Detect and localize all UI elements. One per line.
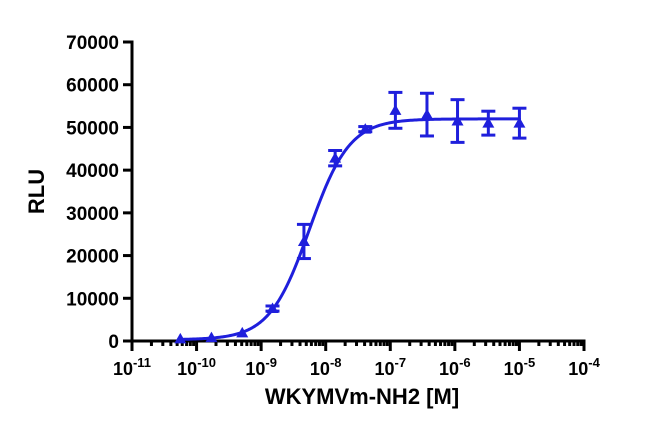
y-tick-label: 50000: [66, 118, 119, 139]
data-point-triangle: [329, 152, 342, 163]
x-tick-label: 10-6: [439, 355, 471, 379]
x-tick-label: 10-7: [374, 355, 406, 379]
y-tick-label: 20000: [66, 247, 119, 268]
data-point-triangle: [174, 332, 187, 344]
data-points: [174, 104, 526, 344]
fit-curve-group: [178, 117, 521, 341]
data-point-triangle: [297, 235, 310, 246]
data-point-triangle: [513, 117, 526, 128]
y-axis-ticks: 0 10000 20000 30000 40000 50000 60000 70000: [66, 33, 132, 353]
data-point-triangle: [420, 108, 433, 120]
y-tick-label: 40000: [66, 161, 119, 182]
data-point-triangle: [482, 117, 495, 128]
x-tick-label: 10-11: [113, 355, 151, 379]
fit-curve: [178, 117, 521, 341]
x-tick-label: 10-10: [177, 355, 216, 379]
y-tick-label: 0: [108, 332, 119, 353]
x-tick-label: 10-5: [504, 355, 536, 379]
x-tick-label: 10-9: [245, 355, 277, 379]
x-tick-label: 10-8: [310, 355, 342, 379]
data-point-triangle: [266, 302, 279, 314]
x-tick-label: 10-4: [568, 355, 600, 379]
data-point-triangle: [451, 115, 464, 126]
y-axis-title: RLU: [24, 169, 49, 214]
y-tick-label: 10000: [66, 289, 119, 310]
y-tick-label: 60000: [66, 76, 119, 97]
data-point-triangle: [359, 123, 372, 134]
data-point-triangle: [389, 104, 402, 115]
data-point-triangle: [236, 326, 249, 338]
y-tick-label: 70000: [66, 33, 119, 54]
y-tick-label: 30000: [66, 204, 119, 225]
x-axis-title: WKYMVm-NH2 [M]: [265, 384, 459, 409]
data-point-triangle: [205, 331, 218, 343]
axes: [130, 40, 586, 343]
x-axis-ticks: 10-11 10-10 10-9 10-8 10-7 10-6 10-5 10-4: [113, 341, 601, 379]
